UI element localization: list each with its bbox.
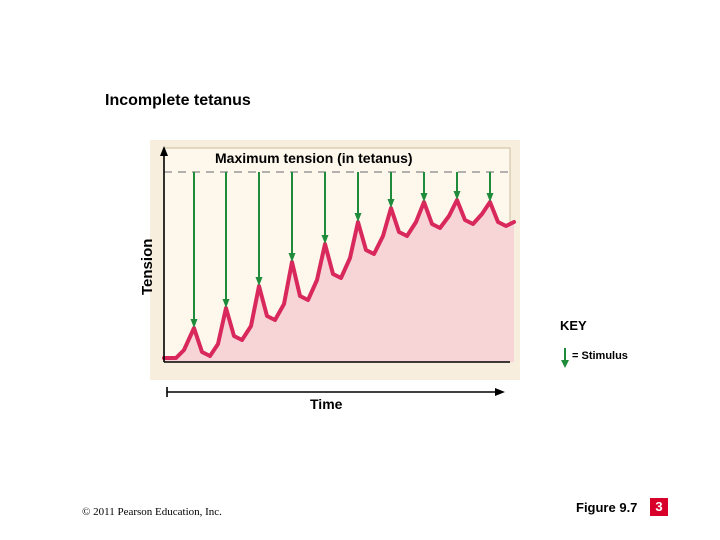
key-stimulus-arrow-icon xyxy=(558,346,572,370)
y-axis-label: Tension xyxy=(139,239,156,295)
max-tension-label: Maximum tension (in tetanus) xyxy=(215,150,413,166)
time-axis xyxy=(165,384,515,400)
key-stimulus-label: = Stimulus xyxy=(572,350,628,362)
page-number-badge: 3 xyxy=(650,498,668,516)
key-title: KEY xyxy=(560,318,587,333)
figure-number-label: Figure 9.7 xyxy=(576,500,637,515)
tension-chart xyxy=(150,140,520,380)
chart-title: Incomplete tetanus xyxy=(105,92,251,110)
copyright-text: © 2011 Pearson Education, Inc. xyxy=(82,506,222,518)
